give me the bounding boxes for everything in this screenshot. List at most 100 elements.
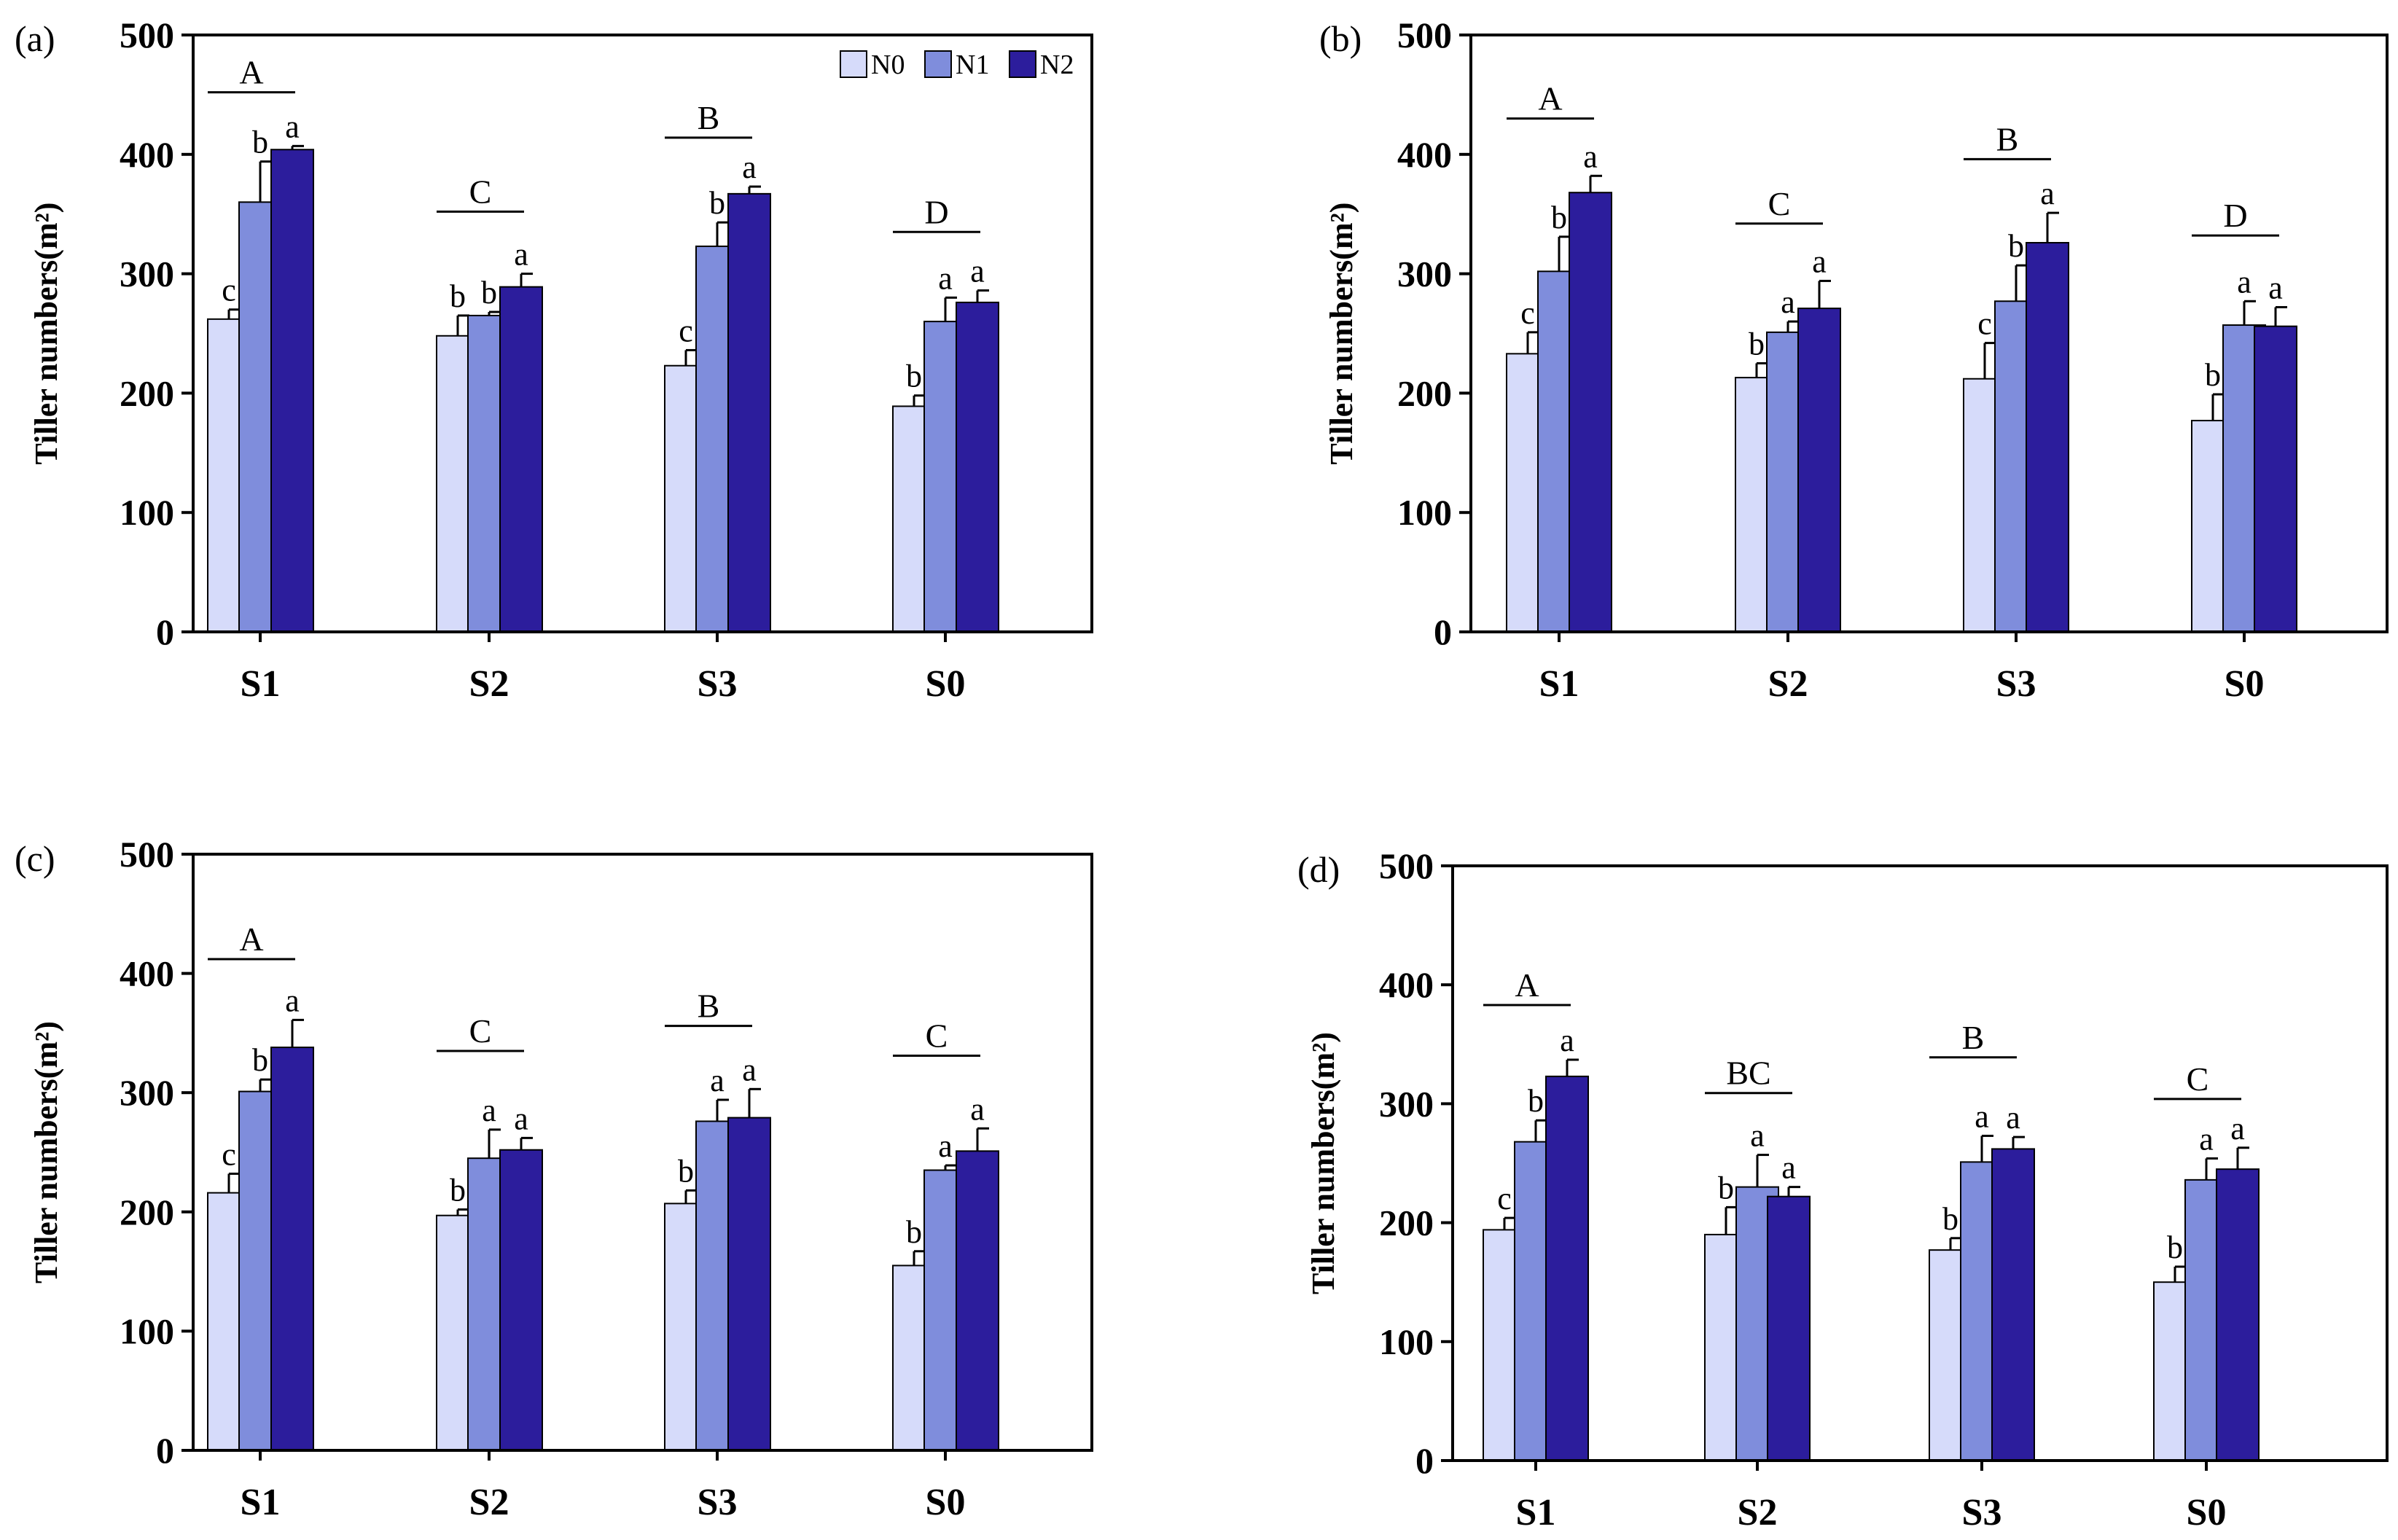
sig-letter-N0-S2: b xyxy=(450,278,466,314)
sig-letter-N0-S3: c xyxy=(1977,306,1992,342)
legend-label-N0: N0 xyxy=(871,50,905,80)
x-tick-label-S2: S2 xyxy=(469,663,509,705)
x-tick-label-S0: S0 xyxy=(2187,1492,2227,1533)
panel-label: (a) xyxy=(15,18,55,59)
group-letter-S0: D xyxy=(2223,197,2247,234)
sig-letter-N0-S1: c xyxy=(222,273,236,308)
sig-letter-N1-S3: b xyxy=(2008,228,2024,264)
bar-N2-S2 xyxy=(1797,308,1841,633)
group-letter-S3: B xyxy=(698,988,720,1025)
bar-N2-S0 xyxy=(956,1150,999,1451)
y-tick-label-200: 200 xyxy=(120,1192,174,1232)
group-letter-S1: A xyxy=(1538,80,1562,117)
bar-N2-S1 xyxy=(1569,192,1612,633)
group-letter-S1: A xyxy=(1515,966,1539,1004)
sig-letter-N2-S0: a xyxy=(970,254,985,289)
y-tick-label-200: 200 xyxy=(1397,372,1452,413)
plot-frame xyxy=(192,34,1093,633)
y-tick-label-100: 100 xyxy=(120,492,174,533)
y-tick-label-300: 300 xyxy=(120,1072,174,1113)
sig-letter-N2-S2: a xyxy=(514,1101,528,1136)
x-tick-label-S0: S0 xyxy=(926,663,966,705)
y-tick-label-0: 0 xyxy=(1415,1440,1434,1481)
y-tick-label-300: 300 xyxy=(120,254,174,294)
panel-label: (d) xyxy=(1297,849,1340,890)
bar-N2-S3 xyxy=(727,192,771,633)
sig-letter-N2-S2: a xyxy=(1812,243,1827,279)
sig-letter-N1-S0: a xyxy=(938,260,953,296)
y-axis-label: Tiller numbers(m²) xyxy=(1324,203,1359,465)
sig-letter-N0-S0: b xyxy=(2205,357,2221,393)
y-tick-label-300: 300 xyxy=(1379,1083,1434,1124)
x-tick-label-S0: S0 xyxy=(2225,663,2265,705)
y-axis-label: Tiller numbers(m²) xyxy=(28,203,64,465)
legend-swatch-N1 xyxy=(924,50,952,78)
x-tick-label-S3: S3 xyxy=(1996,663,2036,705)
sig-letter-N1-S2: a xyxy=(1750,1118,1765,1154)
bar-N2-S3 xyxy=(727,1117,771,1452)
x-tick-label-S1: S1 xyxy=(241,1482,281,1523)
x-tick-label-S2: S2 xyxy=(469,1482,509,1523)
x-tick-label-S1: S1 xyxy=(241,663,281,705)
sig-letter-N0-S3: b xyxy=(678,1153,694,1189)
chart-panel-b: (b)Tiller numbers(m²) cbaAS1baaCS2cbaBS3b… xyxy=(1319,15,2389,705)
sig-letter-N2-S3: a xyxy=(742,1052,757,1087)
y-tick-label-400: 400 xyxy=(1379,964,1434,1005)
plot-frame xyxy=(1469,34,2389,633)
bar-N2-S2 xyxy=(499,286,543,633)
sig-letter-N1-S2: a xyxy=(1781,284,1795,320)
x-tick-label-S3: S3 xyxy=(1962,1492,2002,1533)
group-letter-S3: B xyxy=(698,99,720,136)
sig-letter-N0-S1: c xyxy=(1520,295,1535,331)
group-letter-S1: A xyxy=(239,921,263,958)
y-tick-label-200: 200 xyxy=(120,372,174,413)
sig-letter-N2-S3: a xyxy=(2040,176,2055,211)
sig-letter-N1-S1: b xyxy=(1528,1083,1544,1119)
sig-letter-N1-S2: b xyxy=(481,275,497,310)
sig-letter-N1-S0: a xyxy=(938,1128,953,1164)
group-letter-S2: C xyxy=(1768,185,1791,222)
y-axis-label: Tiller numbers(m²) xyxy=(28,1021,64,1283)
x-tick-label-S1: S1 xyxy=(1539,663,1579,705)
bar-N2-S1 xyxy=(1545,1075,1589,1461)
sig-letter-N1-S1: b xyxy=(252,125,268,160)
sig-letter-N2-S2: a xyxy=(514,237,528,273)
bar-N2-S2 xyxy=(499,1149,543,1452)
y-tick-label-500: 500 xyxy=(1379,845,1434,886)
y-tick-label-100: 100 xyxy=(120,1310,174,1351)
bar-N2-S0 xyxy=(956,301,999,633)
sig-letter-N1-S3: a xyxy=(1975,1098,1989,1134)
sig-letter-N0-S0: b xyxy=(906,359,922,394)
group-letter-S0: C xyxy=(926,1017,948,1054)
y-tick-label-400: 400 xyxy=(120,953,174,994)
sig-letter-N2-S1: a xyxy=(285,109,300,144)
plot-frame xyxy=(1451,864,2389,1462)
y-axis-label: Tiller numbers(m²) xyxy=(1305,1032,1341,1294)
sig-letter-N0-S2: b xyxy=(1749,326,1765,361)
y-tick-label-500: 500 xyxy=(1397,15,1452,55)
y-tick-label-400: 400 xyxy=(1397,134,1452,175)
sig-letter-N2-S3: a xyxy=(2006,1100,2020,1136)
sig-letter-N1-S0: a xyxy=(2199,1121,2214,1157)
x-tick-label-S2: S2 xyxy=(1768,663,1808,705)
plot-frame xyxy=(192,853,1093,1452)
legend-label-N1: N1 xyxy=(956,50,989,80)
sig-letter-N1-S2: a xyxy=(482,1093,496,1128)
y-tick-label-500: 500 xyxy=(120,15,174,55)
sig-letter-N2-S0: a xyxy=(2230,1111,2245,1146)
sig-letter-N0-S2: b xyxy=(1718,1170,1734,1205)
group-letter-S2: C xyxy=(469,173,492,210)
x-tick-label-S3: S3 xyxy=(698,1482,738,1523)
bar-N2-S0 xyxy=(2216,1168,2260,1462)
group-letter-S0: C xyxy=(2187,1060,2209,1098)
bar-N2-S0 xyxy=(2254,325,2297,633)
sig-letter-N0-S0: b xyxy=(906,1214,922,1250)
bar-N2-S3 xyxy=(2026,242,2069,633)
y-tick-label-0: 0 xyxy=(1434,611,1452,652)
x-tick-label-S2: S2 xyxy=(1738,1492,1778,1533)
sig-letter-N0-S3: c xyxy=(679,313,693,348)
y-tick-label-500: 500 xyxy=(120,834,174,875)
x-tick-label-S0: S0 xyxy=(926,1482,966,1523)
